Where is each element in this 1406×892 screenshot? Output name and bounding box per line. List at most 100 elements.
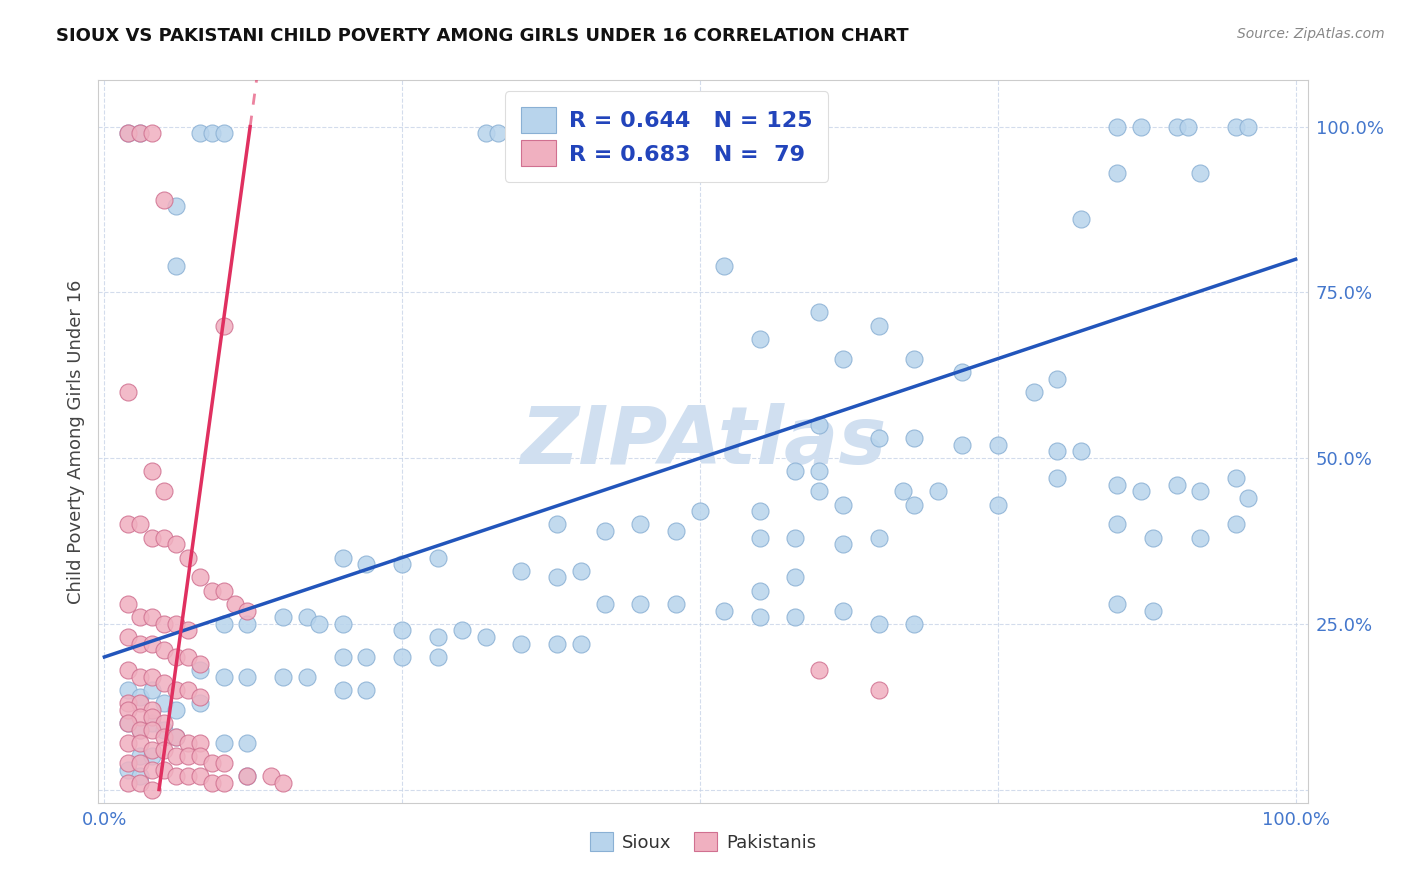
Point bbox=[808, 663, 831, 677]
Point bbox=[426, 650, 449, 665]
Point bbox=[117, 126, 139, 140]
Point bbox=[188, 126, 211, 140]
Point bbox=[665, 597, 688, 611]
Point bbox=[177, 550, 200, 565]
Point bbox=[224, 597, 246, 611]
Point bbox=[188, 570, 211, 584]
Point bbox=[987, 438, 1010, 452]
Point bbox=[748, 583, 770, 598]
Point bbox=[153, 723, 176, 737]
Point bbox=[391, 624, 413, 638]
Point bbox=[426, 550, 449, 565]
Point bbox=[868, 616, 890, 631]
Point bbox=[212, 126, 235, 140]
Point bbox=[891, 484, 914, 499]
Point bbox=[1105, 120, 1128, 134]
Point bbox=[117, 630, 139, 644]
Text: ZIPAtlas: ZIPAtlas bbox=[520, 402, 886, 481]
Point bbox=[748, 504, 770, 518]
Point bbox=[141, 683, 163, 698]
Point bbox=[236, 769, 259, 783]
Point bbox=[569, 564, 592, 578]
Point bbox=[129, 517, 152, 532]
Point bbox=[117, 736, 139, 750]
Point bbox=[474, 630, 496, 644]
Point bbox=[177, 650, 200, 665]
Point bbox=[141, 670, 163, 684]
Point bbox=[165, 749, 187, 764]
Point bbox=[1189, 166, 1212, 180]
Point bbox=[356, 650, 378, 665]
Point bbox=[188, 749, 211, 764]
Point bbox=[117, 663, 139, 677]
Point bbox=[141, 782, 163, 797]
Point bbox=[117, 716, 139, 731]
Point bbox=[117, 697, 139, 711]
Point bbox=[903, 431, 925, 445]
Point bbox=[271, 610, 294, 624]
Point bbox=[546, 637, 568, 651]
Point bbox=[212, 756, 235, 770]
Point bbox=[236, 736, 259, 750]
Point bbox=[165, 683, 187, 698]
Point bbox=[808, 417, 831, 432]
Point bbox=[665, 524, 688, 538]
Point bbox=[153, 763, 176, 777]
Point bbox=[165, 259, 187, 273]
Point bbox=[868, 318, 890, 333]
Point bbox=[129, 749, 152, 764]
Point bbox=[426, 630, 449, 644]
Point bbox=[1129, 120, 1152, 134]
Point bbox=[236, 616, 259, 631]
Legend: Sioux, Pakistanis: Sioux, Pakistanis bbox=[582, 824, 824, 859]
Point bbox=[165, 650, 187, 665]
Point bbox=[153, 676, 176, 690]
Point bbox=[1237, 491, 1260, 505]
Point bbox=[868, 683, 890, 698]
Point bbox=[141, 749, 163, 764]
Point bbox=[1070, 444, 1092, 458]
Point bbox=[188, 769, 211, 783]
Point bbox=[177, 624, 200, 638]
Point bbox=[212, 616, 235, 631]
Point bbox=[129, 769, 152, 783]
Point bbox=[129, 736, 152, 750]
Point bbox=[987, 498, 1010, 512]
Point bbox=[1105, 166, 1128, 180]
Point bbox=[153, 697, 176, 711]
Point bbox=[153, 616, 176, 631]
Point bbox=[129, 637, 152, 651]
Point bbox=[950, 365, 973, 379]
Point bbox=[1189, 531, 1212, 545]
Point bbox=[117, 597, 139, 611]
Point bbox=[748, 332, 770, 346]
Point bbox=[153, 193, 176, 207]
Point bbox=[129, 126, 152, 140]
Point bbox=[593, 597, 616, 611]
Text: Source: ZipAtlas.com: Source: ZipAtlas.com bbox=[1237, 27, 1385, 41]
Point bbox=[129, 610, 152, 624]
Point bbox=[177, 736, 200, 750]
Point bbox=[510, 637, 533, 651]
Point bbox=[117, 126, 139, 140]
Point bbox=[713, 603, 735, 617]
Point bbox=[332, 550, 354, 565]
Point bbox=[1166, 477, 1188, 491]
Point bbox=[117, 517, 139, 532]
Point bbox=[153, 531, 176, 545]
Point bbox=[141, 637, 163, 651]
Point bbox=[141, 709, 163, 723]
Point bbox=[212, 583, 235, 598]
Point bbox=[1022, 384, 1045, 399]
Point bbox=[903, 616, 925, 631]
Point bbox=[713, 259, 735, 273]
Point bbox=[332, 683, 354, 698]
Point bbox=[200, 776, 222, 790]
Point bbox=[950, 438, 973, 452]
Point bbox=[129, 709, 152, 723]
Point bbox=[153, 643, 176, 657]
Point bbox=[141, 716, 163, 731]
Point bbox=[177, 749, 200, 764]
Point bbox=[332, 616, 354, 631]
Point bbox=[510, 564, 533, 578]
